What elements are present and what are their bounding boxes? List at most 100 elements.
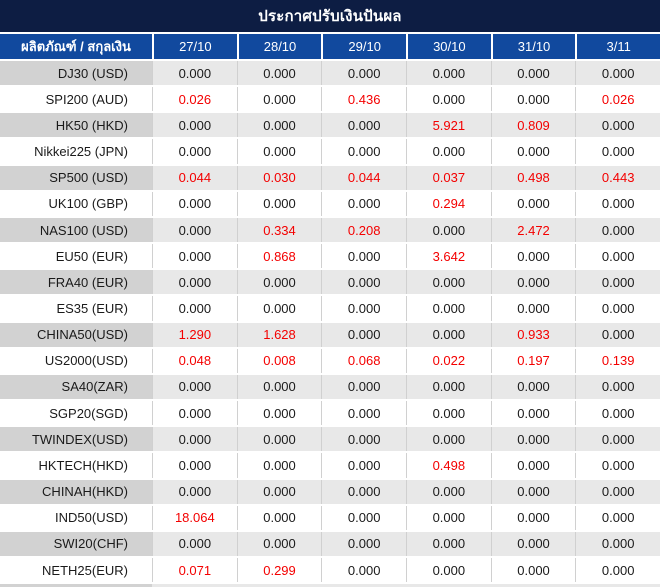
table-row: SGP20(SGD) 0.000 0.000 0.000 0.000 0.000 0.000 bbox=[0, 401, 660, 428]
dividend-value: 0.000 bbox=[575, 322, 660, 347]
dividend-value: 0.000 bbox=[321, 296, 407, 321]
dividend-value: 0.071 bbox=[152, 557, 237, 583]
dividend-value: 0.026 bbox=[575, 87, 660, 112]
product-label: CHINAH(HKD) bbox=[0, 479, 152, 504]
dividend-value: 0.000 bbox=[575, 374, 660, 400]
product-label: TWINDEX(USD) bbox=[0, 427, 152, 452]
product-label: SA40(ZAR) bbox=[0, 374, 152, 400]
dividend-value: 0.000 bbox=[575, 401, 660, 426]
dividend-value: 0.000 bbox=[152, 270, 237, 295]
dividend-value: 0.000 bbox=[321, 113, 407, 138]
table-row: UK100 (GBP) 0.000 0.000 0.000 0.294 0.000 0.00… bbox=[0, 191, 660, 218]
bottom-row-edge-label bbox=[0, 584, 152, 587]
product-label: SPI200 (AUD) bbox=[0, 87, 152, 112]
dividend-value: 0.000 bbox=[321, 401, 407, 426]
table-header-row: ผลิตภัณฑ์ / สกุลเงิน 27/10 28/10 29/10 30/1… bbox=[0, 34, 660, 61]
dividend-value: 0.037 bbox=[406, 165, 491, 190]
dividend-value: 0.000 bbox=[406, 139, 491, 164]
dividend-value: 0.000 bbox=[406, 401, 491, 426]
dividend-value: 5.921 bbox=[406, 113, 491, 138]
dividend-value: 0.000 bbox=[406, 217, 491, 243]
dividend-value: 0.294 bbox=[406, 191, 491, 216]
table-row: HKTECH(HKD) 0.000 0.000 0.000 0.498 0.000 0.00… bbox=[0, 453, 660, 480]
dividend-value: 0.000 bbox=[406, 531, 491, 556]
dividend-value: 0.044 bbox=[152, 165, 237, 190]
date-header: 27/10 bbox=[152, 34, 237, 59]
dividend-value: 0.008 bbox=[236, 348, 322, 373]
dividend-value: 0.000 bbox=[152, 427, 237, 452]
table-row: CHINA50(USD) 1.290 1.628 0.000 0.000 0.933 0.0… bbox=[0, 322, 660, 349]
dividend-value: 0.048 bbox=[152, 348, 237, 373]
dividend-value: 0.000 bbox=[490, 531, 576, 556]
dividend-value: 0.000 bbox=[406, 61, 491, 86]
dividend-value: 0.000 bbox=[575, 270, 660, 295]
product-label: SGP20(SGD) bbox=[0, 401, 152, 426]
date-header: 31/10 bbox=[490, 34, 576, 59]
product-label: ES35 (EUR) bbox=[0, 296, 152, 321]
product-label: EU50 (EUR) bbox=[0, 244, 152, 269]
dividend-value: 2.472 bbox=[490, 217, 576, 243]
dividend-value: 0.000 bbox=[321, 191, 407, 216]
dividend-value: 0.809 bbox=[490, 113, 576, 138]
dividend-value: 0.000 bbox=[236, 113, 322, 138]
dividend-value: 0.000 bbox=[152, 453, 237, 478]
dividend-value: 0.000 bbox=[321, 453, 407, 478]
product-label: UK100 (GBP) bbox=[0, 191, 152, 216]
dividend-value: 0.000 bbox=[406, 505, 491, 530]
dividend-value: 0.000 bbox=[236, 296, 322, 321]
dividend-value: 0.000 bbox=[236, 453, 322, 478]
dividend-value: 0.000 bbox=[490, 401, 576, 426]
dividend-value: 0.000 bbox=[575, 139, 660, 164]
table-row: IND50(USD) 18.064 0.000 0.000 0.000 0.000 0.00… bbox=[0, 505, 660, 532]
dividend-value: 0.436 bbox=[321, 87, 407, 112]
dividend-value: 0.000 bbox=[236, 427, 322, 452]
product-label: IND50(USD) bbox=[0, 505, 152, 530]
table-row: EU50 (EUR) 0.000 0.868 0.000 3.642 0.000 0.000 bbox=[0, 244, 660, 271]
dividend-value: 0.000 bbox=[236, 505, 322, 530]
dividend-value: 0.000 bbox=[490, 296, 576, 321]
dividend-value: 0.000 bbox=[152, 217, 237, 243]
product-label: HK50 (HKD) bbox=[0, 113, 152, 138]
dividend-value: 0.498 bbox=[406, 453, 491, 478]
date-header: 30/10 bbox=[406, 34, 491, 59]
dividend-value: 0.000 bbox=[236, 61, 322, 86]
dividend-value: 0.000 bbox=[236, 87, 322, 112]
product-label: DJ30 (USD) bbox=[0, 61, 152, 86]
dividend-value: 0.030 bbox=[236, 165, 322, 190]
dividend-value: 0.000 bbox=[321, 374, 407, 400]
dividend-value: 0.000 bbox=[152, 401, 237, 426]
dividend-value: 0.000 bbox=[152, 479, 237, 504]
dividend-value: 1.290 bbox=[152, 322, 237, 347]
dividend-value: 0.000 bbox=[406, 270, 491, 295]
dividend-value: 0.000 bbox=[321, 139, 407, 164]
dividend-value: 18.064 bbox=[152, 505, 237, 530]
dividend-value: 0.000 bbox=[575, 296, 660, 321]
dividend-value: 0.334 bbox=[236, 217, 322, 243]
dividend-value: 0.443 bbox=[575, 165, 660, 190]
dividend-value: 0.000 bbox=[490, 61, 576, 86]
date-header: 29/10 bbox=[321, 34, 406, 59]
dividend-value: 0.000 bbox=[321, 505, 407, 530]
dividend-value: 0.208 bbox=[321, 217, 407, 243]
dividend-value: 0.000 bbox=[490, 87, 576, 112]
table-row: Nikkei225 (JPN) 0.000 0.000 0.000 0.000 0.000… bbox=[0, 139, 660, 166]
dividend-value: 0.000 bbox=[152, 191, 237, 216]
table-row: CHINAH(HKD) 0.000 0.000 0.000 0.000 0.000 0.00… bbox=[0, 479, 660, 506]
table-row: SPI200 (AUD) 0.026 0.000 0.436 0.000 0.000 0.0… bbox=[0, 87, 660, 114]
dividend-value: 0.000 bbox=[406, 296, 491, 321]
dividend-value: 0.000 bbox=[152, 61, 237, 86]
dividend-value: 0.000 bbox=[236, 401, 322, 426]
product-label: CHINA50(USD) bbox=[0, 322, 152, 347]
dividend-value: 0.000 bbox=[321, 557, 407, 583]
dividend-value: 0.000 bbox=[236, 479, 322, 504]
dividend-value: 0.068 bbox=[321, 348, 407, 373]
dividend-value: 0.000 bbox=[321, 531, 407, 556]
dividend-value: 0.000 bbox=[152, 296, 237, 321]
dividend-value: 0.000 bbox=[236, 374, 322, 400]
dividend-value: 0.000 bbox=[575, 244, 660, 269]
dividend-value: 0.000 bbox=[575, 191, 660, 216]
table-row: SP500 (USD) 0.044 0.030 0.044 0.037 0.498 0.44… bbox=[0, 165, 660, 192]
table-row: DJ30 (USD) 0.000 0.000 0.000 0.000 0.000 0.000 bbox=[0, 61, 660, 88]
dividend-value: 0.000 bbox=[152, 244, 237, 269]
dividend-value: 0.299 bbox=[236, 557, 322, 583]
